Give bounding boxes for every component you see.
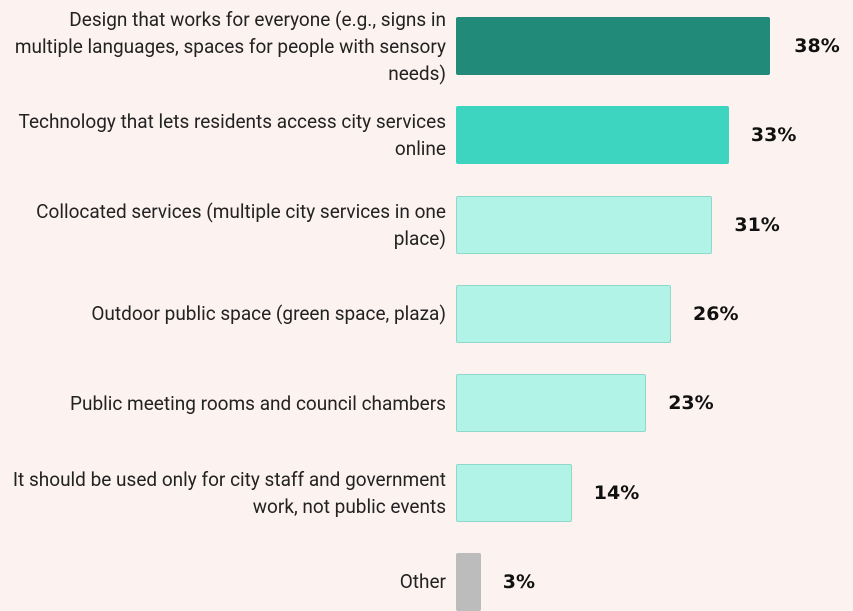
value-label: 23% [668, 392, 714, 415]
value-label: 38% [794, 35, 840, 57]
value-label: 3% [502, 570, 536, 593]
bar [456, 195, 713, 254]
category-label: Design that works for everyone (e.g., si… [14, 7, 446, 85]
bar [456, 17, 771, 75]
bar [456, 463, 572, 522]
bar-row: Public meeting rooms and council chamber… [0, 374, 853, 433]
bar-row: Design that works for everyone (e.g., si… [0, 7, 853, 85]
bar [456, 284, 672, 343]
bar [456, 374, 647, 433]
value-label: 31% [734, 213, 780, 236]
bar-row: It should be used only for city staff an… [0, 463, 853, 522]
bar [456, 552, 481, 611]
value-label: 26% [693, 302, 739, 325]
category-label: Collocated services (multiple city servi… [36, 199, 446, 250]
value-label: 14% [593, 481, 640, 504]
category-label: Public meeting rooms and council chamber… [70, 391, 446, 415]
value-label: 33% [750, 124, 797, 147]
bar-row: Outdoor public space (green space, plaza… [0, 284, 853, 343]
bar-row: Other 3% [0, 552, 853, 611]
category-label: Other [399, 570, 446, 594]
bar [456, 106, 729, 165]
category-label: It should be used only for city staff an… [12, 467, 446, 518]
category-label: Outdoor public space (green space, plaza… [91, 302, 446, 326]
bar-row: Technology that lets residents access ci… [0, 106, 853, 165]
bar-row: Collocated services (multiple city servi… [0, 195, 853, 254]
category-label: Technology that lets residents access ci… [18, 110, 446, 161]
